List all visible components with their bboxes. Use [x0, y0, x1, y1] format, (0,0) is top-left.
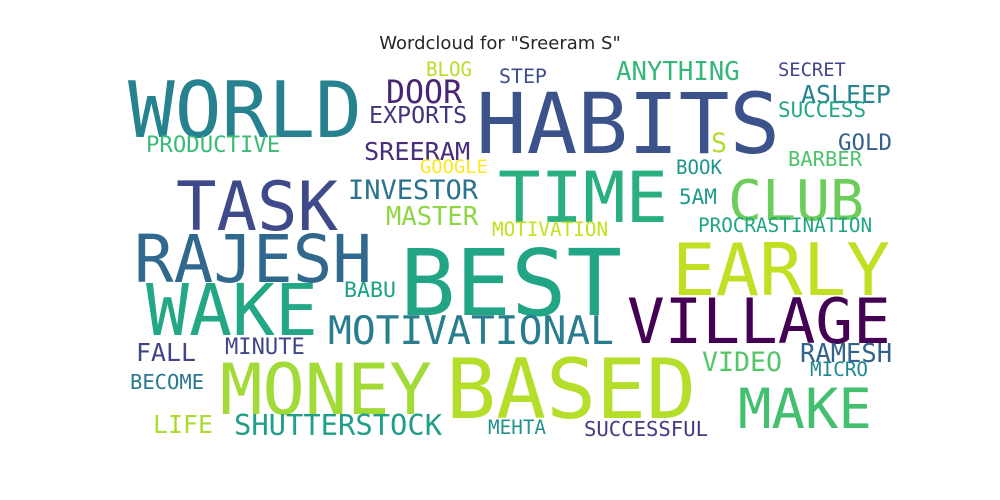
word-minute: MINUTE	[225, 334, 305, 360]
word-investor: INVESTOR	[348, 175, 479, 206]
word-sreeram: SREERAM	[364, 137, 470, 166]
word-wake: WAKE	[146, 269, 318, 352]
word-based: BASED	[446, 341, 696, 438]
word-become: BECOME	[130, 370, 204, 394]
word-procrastination: PROCRASTINATION	[698, 214, 872, 237]
word-book: BOOK	[676, 156, 722, 179]
word-money: MONEY	[220, 349, 432, 431]
word-micro: MICRO	[810, 358, 868, 381]
word-success: SUCCESS	[778, 98, 866, 122]
word-life: LIFE	[153, 410, 213, 439]
word-shutterstock: SHUTTERSTOCK	[234, 408, 443, 442]
word-step: STEP	[499, 65, 547, 88]
word-productive: PRODUCTIVE	[146, 132, 280, 158]
word-time: TIME	[498, 156, 668, 239]
word-s: S	[711, 128, 727, 159]
word-motivational: MOTIVATIONAL	[328, 308, 614, 354]
word-gold: GOLD	[838, 130, 892, 156]
word-successful: SUCCESSFUL	[584, 417, 708, 441]
word-club: CLUB	[728, 169, 864, 234]
word-early: EARLY	[672, 229, 890, 313]
chart-title: Wordcloud for "Sreeram S"	[379, 33, 621, 54]
word-motivation: MOTIVATION	[492, 218, 608, 241]
word-ramesh: RAMESH	[800, 339, 892, 369]
word-asleep: ASLEEP	[801, 80, 891, 109]
word-fall: FALL	[136, 338, 196, 367]
word-best: BEST	[400, 229, 622, 337]
word-world: WORLD	[128, 66, 362, 156]
word-video: VIDEO	[702, 347, 782, 378]
word-5am: 5AM	[679, 185, 717, 209]
word-babu: BABU	[344, 278, 396, 303]
word-exports: EXPORTS	[369, 102, 467, 129]
word-make: MAKE	[738, 377, 872, 442]
word-habits: HABITS	[476, 75, 780, 173]
word-anything: ANYTHING	[616, 57, 740, 87]
word-secret: SECRET	[778, 60, 846, 81]
word-barber: BARBER	[788, 147, 863, 171]
word-master: MASTER	[386, 202, 479, 232]
word-task: TASK	[176, 168, 339, 246]
word-google: GOOGLE	[420, 157, 488, 178]
word-blog: BLOG	[426, 58, 472, 81]
word-mehta: MEHTA	[488, 416, 546, 439]
word-rajesh: RAJESH	[134, 221, 372, 298]
word-door: DOOR	[386, 75, 463, 111]
word-village: VILLAGE	[627, 285, 891, 358]
